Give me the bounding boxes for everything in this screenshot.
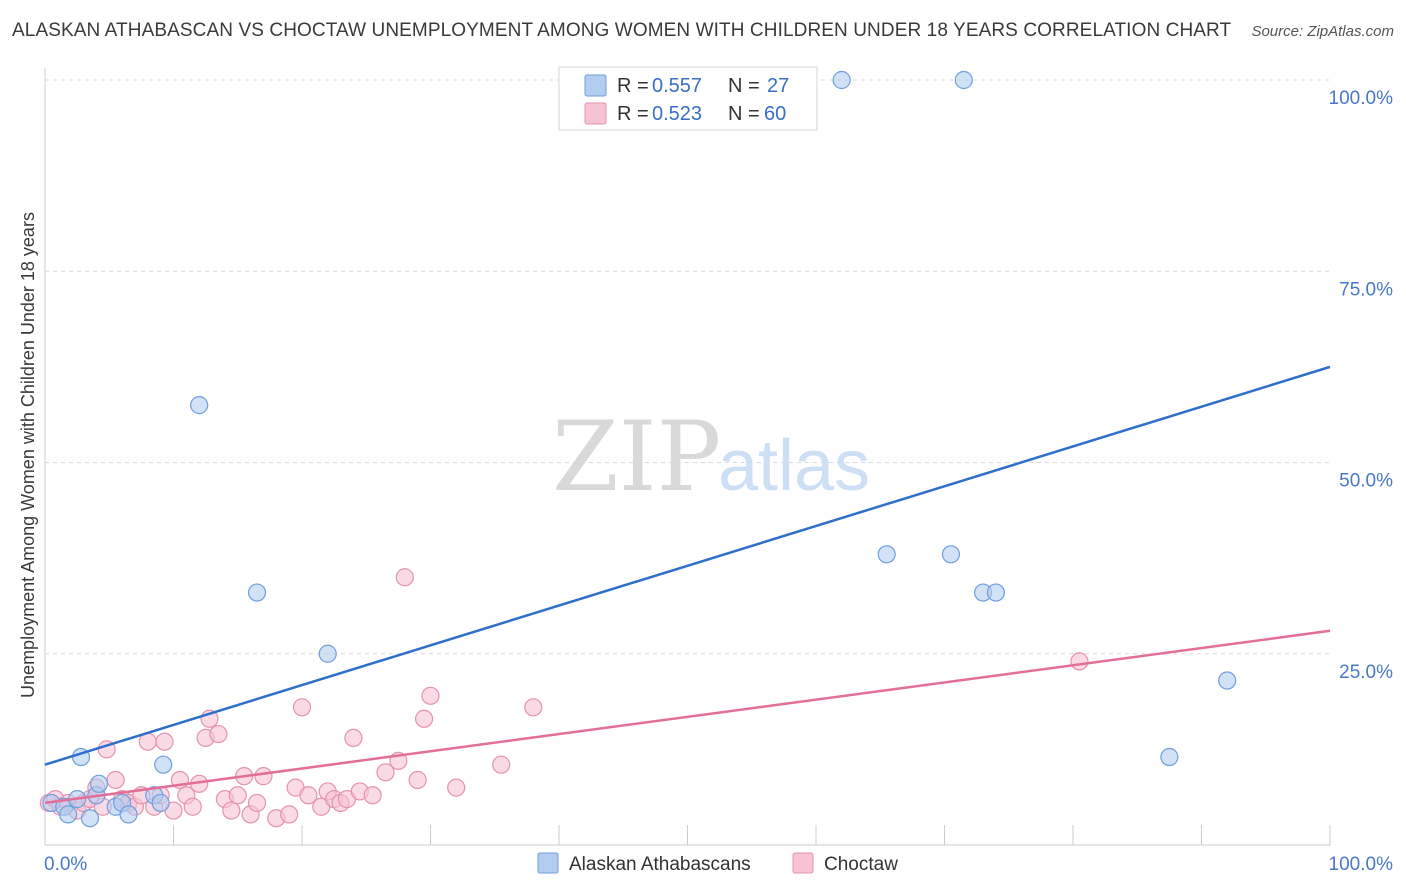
legend-n-label-0: N =	[728, 75, 760, 97]
choctaw-point	[524, 698, 543, 717]
x-tick-label-start: 0.0%	[44, 854, 87, 875]
y-tick-label: 75.0%	[1339, 279, 1393, 300]
athabascan-point	[877, 545, 896, 564]
top-legend: R = 0.557 N = 27 R = 0.523 N = 60	[558, 66, 818, 131]
choctaw-point	[1070, 652, 1089, 671]
athabascan-point	[80, 809, 100, 828]
athabascan-point	[986, 583, 1006, 602]
athabascan-point	[154, 755, 173, 774]
bottom-legend-label-athabascans: Alaskan Athabascans	[569, 854, 751, 875]
athabascan-point	[1218, 671, 1237, 690]
athabascan-point	[247, 583, 267, 602]
grid-layer	[45, 79, 1330, 655]
bottom-legend-swatch-athabascans	[537, 852, 559, 874]
legend-r-value-0: 0.557	[652, 75, 702, 97]
choctaw-point	[254, 767, 273, 786]
y-tick-label: 25.0%	[1339, 662, 1393, 683]
choctaw-point	[344, 728, 363, 748]
athabascan-point	[832, 70, 851, 90]
legend-r-label-0: R =	[617, 75, 649, 97]
choctaw-trend-line	[44, 629, 1331, 805]
choctaw-point	[280, 805, 299, 824]
y-tick-label: 50.0%	[1339, 471, 1393, 492]
choctaw-point	[155, 732, 174, 751]
choctaw-point	[292, 698, 312, 717]
athabascan-point	[1160, 747, 1179, 767]
bottom-legend-swatch-choctaw	[792, 852, 814, 874]
choctaw-point	[408, 770, 427, 790]
legend-swatch-athabascans	[584, 74, 607, 97]
athabascan-point	[318, 644, 337, 663]
choctaw-point	[183, 797, 202, 816]
choctaw-point	[209, 724, 228, 744]
axes-layer: 25.0% 50.0% 75.0% 100.0% 0.0% 100.0%	[44, 68, 1393, 875]
athabascan-point	[59, 805, 78, 824]
legend-n-value-0: 27	[767, 75, 789, 97]
chart-title: ALASKAN ATHABASCAN VS CHOCTAW UNEMPLOYME…	[12, 20, 1232, 41]
legend-n-value-1: 60	[764, 103, 786, 125]
choctaw-point	[414, 709, 434, 728]
choctaw-point	[363, 786, 382, 805]
watermark-atlas: atlas	[718, 426, 870, 506]
choctaw-point	[247, 793, 267, 813]
choctaw-point	[106, 770, 125, 790]
athabascan-point	[954, 70, 973, 90]
choctaw-point	[222, 801, 241, 820]
source-label: Source: ZipAtlas.com	[1251, 23, 1394, 40]
athabascan-point	[190, 396, 209, 415]
bottom-legend: Alaskan Athabascans Choctaw	[537, 852, 898, 875]
y-tick-label: 100.0%	[1329, 88, 1394, 109]
choctaw-point	[395, 568, 414, 587]
y-axis-label: Unemployment Among Women with Children U…	[18, 212, 38, 698]
athabascan-point	[941, 545, 961, 564]
legend-r-label-1: R =	[617, 103, 649, 125]
athabascan-point	[119, 805, 138, 824]
choctaw-point	[492, 755, 511, 774]
choctaw-point	[299, 786, 318, 805]
choctaw-point	[447, 778, 466, 797]
legend-n-label-1: N =	[728, 103, 760, 125]
watermark-zip: ZIP	[552, 401, 721, 513]
choctaw-point	[376, 763, 395, 782]
legend-swatch-choctaw	[584, 102, 607, 125]
athabascan-trend-line	[44, 365, 1331, 766]
watermark: ZIP atlas	[552, 401, 870, 513]
trend-layer	[44, 365, 1331, 805]
athabascan-point	[151, 793, 170, 813]
choctaw-point	[421, 686, 440, 705]
athabascan-point	[89, 774, 109, 793]
bottom-legend-label-choctaw: Choctaw	[824, 854, 898, 875]
choctaw-point	[228, 786, 247, 805]
x-tick-label-end: 100.0%	[1329, 854, 1394, 875]
legend-r-value-1: 0.523	[652, 103, 702, 125]
